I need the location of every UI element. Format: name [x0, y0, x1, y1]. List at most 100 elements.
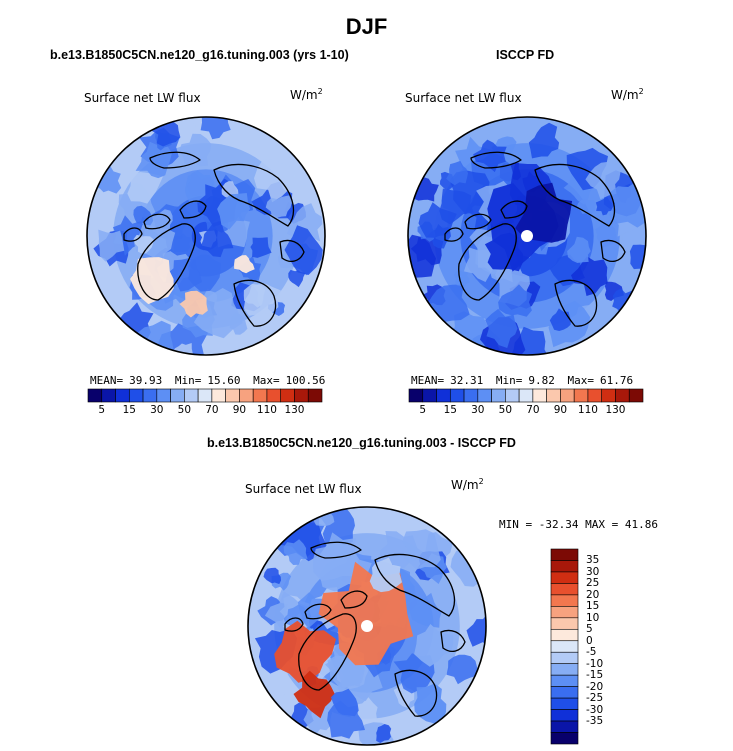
model-coastline — [123, 227, 143, 242]
diff-colorbar-ticks: 35 30 25 20 15 10 5 0 -5 -10 -15 -20 -25 -30 -35 — [586, 549, 626, 744]
diff-colorbar-box — [550, 560, 579, 573]
model-colorbar-box — [294, 388, 309, 403]
diff-coastline — [440, 629, 466, 653]
obs-panel-title: ISCCP FD — [496, 48, 555, 62]
obs-field-patch — [576, 199, 597, 216]
diff-field-patch — [313, 532, 359, 581]
model-field-hotspot — [179, 290, 208, 318]
diff-map-border — [247, 506, 487, 746]
obs-colorbar-box — [463, 388, 479, 403]
obs-colorbar-box — [573, 388, 589, 403]
model-colorbar-tick-label: 70 — [205, 404, 219, 416]
model-field-patch — [250, 237, 272, 258]
obs-field-patch — [498, 284, 533, 317]
diff-colorbar-tick-label: 35 — [586, 554, 600, 567]
diff-colorbar-box — [550, 617, 579, 630]
diff-colorbar-box — [550, 663, 579, 676]
model-field-patch — [112, 215, 145, 256]
model-colorbar-tick-label: 130 — [284, 404, 305, 416]
model-field-patch — [243, 283, 266, 308]
obs-coastline — [458, 223, 517, 301]
model-coastline — [149, 151, 201, 169]
obs-field-patch — [412, 176, 439, 202]
obs-field-patch — [427, 284, 470, 323]
model-max-value: 100.56 — [285, 374, 326, 387]
model-field-hotspot — [217, 193, 251, 230]
model-field-patch — [135, 141, 172, 179]
diff-colorbar-tick-label: 5 — [586, 623, 593, 636]
diff-colorbar-tick-label: -5 — [586, 646, 597, 659]
diff-variable-label: Surface net LW flux — [245, 482, 362, 496]
model-colorbar-tick-label: 15 — [122, 404, 136, 416]
diff-colorbar-box — [550, 709, 579, 722]
model-colorbar-box — [225, 388, 240, 403]
obs-colorbar-tick-label: 50 — [498, 404, 513, 416]
diff-polar-map — [247, 506, 487, 746]
model-colorbar-box — [184, 388, 199, 403]
obs-field-patch — [567, 236, 591, 263]
model-coastline — [137, 223, 196, 301]
obs-field-patch — [473, 139, 507, 173]
diff-colorbar-box — [550, 628, 579, 642]
obs-field-hotspot — [515, 182, 573, 243]
obs-variable-label: Surface net LW flux — [405, 91, 522, 105]
obs-coastline — [464, 213, 492, 230]
diff-coastline — [394, 669, 438, 717]
diff-colorbar-tick-label: 15 — [586, 600, 600, 613]
obs-colorbar-box — [408, 388, 424, 403]
model-colorbar-tick-label: 110 — [256, 404, 277, 416]
obs-colorbar-tick-label: 130 — [605, 404, 626, 416]
model-field-patch — [288, 269, 306, 288]
model-colorbar-box — [115, 388, 130, 403]
obs-mean-label: MEAN= — [411, 374, 445, 387]
model-field-patch — [178, 133, 212, 167]
obs-colorbar-tick-label: 110 — [577, 404, 598, 416]
model-colorbar-tick-label: 50 — [177, 404, 192, 416]
diff-coastline — [310, 541, 362, 559]
obs-colorbar-tick-label: 30 — [471, 404, 485, 416]
diff-colorbar-tick-label: -25 — [586, 692, 604, 705]
model-coastline — [233, 279, 277, 327]
diff-colorbar — [550, 548, 579, 745]
model-field — [87, 117, 325, 355]
model-colorbar-tick-label: 5 — [98, 404, 106, 416]
obs-colorbar-box — [615, 388, 630, 403]
model-units-label: W/m2 — [290, 87, 323, 102]
diff-colorbar-tick-label: -20 — [586, 680, 604, 693]
model-field-patch — [265, 195, 292, 218]
model-field-hotspot — [130, 257, 174, 305]
diff-field — [248, 507, 486, 745]
model-coastline — [213, 163, 295, 227]
obs-field-hotspot — [484, 232, 523, 272]
diff-pole-hole — [361, 620, 373, 632]
diff-units-label: W/m2 — [451, 477, 484, 492]
model-colorbar-box — [211, 388, 226, 403]
diff-colorbar-box — [550, 594, 579, 607]
diff-field-patch — [376, 724, 392, 743]
model-colorbar-ticks: 5 15 30 50 70 90 110 130 — [88, 404, 322, 418]
obs-colorbar-box — [546, 388, 561, 403]
obs-colorbar-box — [436, 388, 451, 403]
diff-colorbar-box — [550, 720, 579, 733]
obs-colorbar-tick-label: 70 — [526, 404, 540, 416]
model-colorbar-box — [280, 388, 295, 403]
model-min-value: 15.60 — [207, 374, 241, 387]
obs-field-patch — [453, 270, 470, 288]
diff-range-text: MIN = -32.34 MAX = 41.86 — [499, 518, 658, 531]
obs-pole-hole — [521, 230, 533, 242]
model-field-hotspot — [133, 234, 154, 254]
obs-field-patch — [446, 160, 468, 186]
model-panel-title: b.e13.B1850C5CN.ne120_g16.tuning.003 (yr… — [50, 48, 349, 62]
model-field-patch — [165, 258, 202, 292]
obs-polar-map — [407, 116, 647, 356]
model-colorbar-box — [239, 388, 254, 403]
model-colorbar-tick-label: 30 — [150, 404, 164, 416]
model-mean-value: 39.93 — [129, 374, 163, 387]
obs-min-label: Min= — [495, 374, 523, 387]
model-field-patch — [127, 172, 163, 204]
diff-colorbar-tick-label: -15 — [586, 669, 604, 682]
diff-field-patch — [409, 592, 442, 628]
obs-colorbar-box — [601, 388, 616, 403]
diff-colorbar-box — [550, 548, 579, 561]
diff-field-patch — [303, 706, 333, 737]
